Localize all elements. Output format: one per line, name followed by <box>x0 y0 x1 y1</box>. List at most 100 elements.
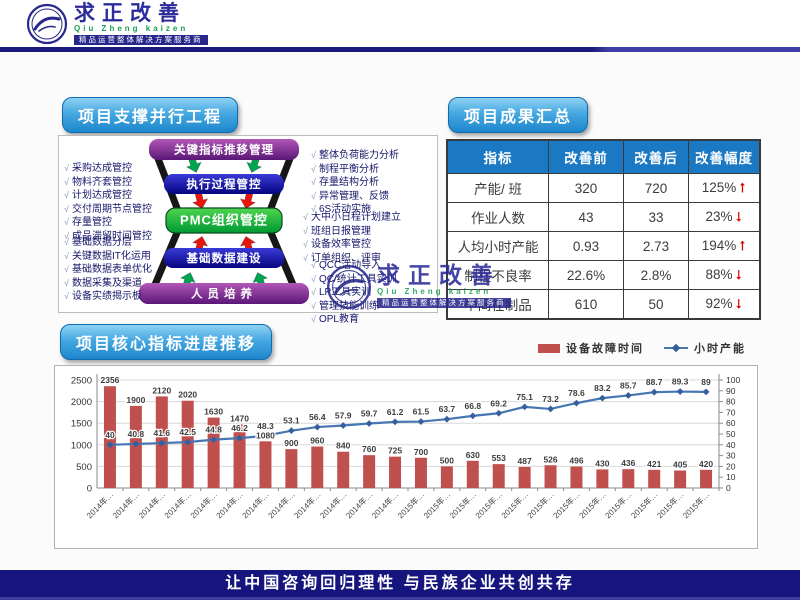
data-label: 420 <box>699 459 713 469</box>
data-label: 48.3 <box>257 421 274 431</box>
checklist-execution: √ 采购达成管控 √ 物料齐套管控 √ 计划达成管控 √ 交付周期节点管控 √ 存量管控 √ 成品滞留… <box>64 162 152 243</box>
x-axis-tick-label: 2015年… <box>395 489 426 520</box>
legend-line-swatch-icon <box>664 343 688 353</box>
results-table: 指标 改善前 改善后 改善幅度 产能/ 班 320 720 125% ↑ 作业人数 43 33 23% ↓… <box>446 139 761 320</box>
data-label: 66.8 <box>465 401 482 411</box>
data-label: 42.5 <box>179 427 196 437</box>
data-label: 1900 <box>126 395 145 405</box>
left-axis-tick-label: 500 <box>76 462 92 473</box>
data-label: 1080 <box>256 430 275 440</box>
check-icon: √ <box>64 203 69 214</box>
before-value-cell: 0.93 <box>548 231 624 261</box>
data-label: 760 <box>362 444 376 454</box>
bar <box>363 455 376 488</box>
checklist-item-label: OPL教育 <box>318 314 359 325</box>
table-header-cell: 改善前 <box>548 139 624 174</box>
data-label: 630 <box>466 450 480 460</box>
checklist-training: √ QCC活动导入 √ QC/统计工具实训 √ LP工具实训 √ 管理技能训练 √ OPL教育 <box>311 259 397 327</box>
checklist-item-label: 关键数据IT化运用 <box>71 250 151 262</box>
right-axis-tick-label: 60 <box>726 418 736 428</box>
checklist-item-label: 制程平衡分析 <box>318 163 379 175</box>
check-icon: √ <box>64 291 69 301</box>
data-label: 500 <box>440 455 454 465</box>
legend-item: 设备故障时间 <box>538 340 644 356</box>
line-marker-icon <box>158 439 166 447</box>
right-axis-tick-label: 20 <box>726 461 736 471</box>
brand-text: 求正改善 Qiu Zheng kaizen 精品运营整体解决方案服务商 <box>74 3 208 45</box>
checklist-item-label: 基础数据分层 <box>71 237 132 248</box>
line-marker-icon <box>106 441 114 449</box>
logo-mark-icon <box>26 3 68 45</box>
x-axis-tick-label: 2015年… <box>447 489 478 520</box>
data-label: 73.2 <box>542 394 559 404</box>
down-arrow-icon: ↓ <box>734 295 743 312</box>
chart-canvas: 0500100015002000250001020304050607080901… <box>71 374 740 520</box>
checklist-item: √ 交付周期节点管控 <box>64 203 152 217</box>
legend-label: 小时产能 <box>694 343 746 355</box>
data-label: 59.7 <box>361 409 378 419</box>
data-label: 725 <box>388 446 402 456</box>
data-label: 436 <box>621 458 635 468</box>
footer-slogan: 让中国咨询回归理性 与民族企业共创共存 <box>225 575 575 592</box>
line-marker-icon <box>624 392 632 399</box>
data-label: 75.1 <box>516 392 533 402</box>
checklist-item: √ 物料齐套管控 <box>64 176 152 190</box>
metric-name-cell: 中间在制品 <box>446 289 549 320</box>
data-label: 553 <box>492 453 506 463</box>
x-axis-tick-label: 2015年… <box>499 489 530 520</box>
checklist-item-label: QC/统计工具实训 <box>318 273 397 285</box>
left-axis-tick-label: 0 <box>87 484 92 495</box>
line-marker-icon <box>443 415 451 423</box>
bar <box>674 470 687 488</box>
bar <box>492 464 505 488</box>
down-arrow-icon: ↓ <box>734 266 743 283</box>
table-row: 作业人数 43 33 23% ↓ <box>446 202 761 232</box>
check-icon: √ <box>311 260 316 270</box>
header-divider <box>0 47 800 52</box>
checklist-item: √ QC/统计工具实训 <box>311 273 397 287</box>
table-header-cell: 指标 <box>446 139 549 174</box>
x-axis-tick-label: 2014年… <box>188 489 219 520</box>
right-axis-tick-label: 90 <box>726 386 736 396</box>
legend-label: 设备故障时间 <box>566 343 644 355</box>
up-arrow-icon: ↑ <box>738 179 747 196</box>
checklist-item-label: QCC活动导入 <box>318 260 382 271</box>
section-title-parallel-engineering: 项目支撑并行工程 <box>62 97 239 133</box>
checklist-item-label: 设备效率管控 <box>310 239 371 250</box>
line-marker-icon <box>469 412 477 420</box>
left-axis-tick-label: 1500 <box>71 419 92 430</box>
checklist-item: √ 制程平衡分析 <box>311 163 399 177</box>
data-label: 1630 <box>204 407 223 417</box>
check-icon: √ <box>64 163 69 173</box>
data-label: 526 <box>543 454 557 464</box>
line-marker-icon <box>495 409 503 417</box>
table-header-cell: 改善后 <box>623 139 689 174</box>
right-axis-tick-label: 10 <box>726 472 736 482</box>
bar <box>207 417 220 488</box>
data-label: 430 <box>595 458 609 468</box>
checklist-item-label: 班组日报管理 <box>310 225 371 237</box>
bar <box>596 469 609 488</box>
table-row: 中间在制品 610 50 92% ↓ <box>446 289 761 320</box>
metric-name-cell: 产能/ 班 <box>446 173 549 203</box>
check-icon: √ <box>311 300 316 311</box>
x-axis-tick-label: 2014年… <box>344 489 375 520</box>
right-axis-tick-label: 0 <box>726 483 731 493</box>
legend-bar-swatch-icon <box>538 343 560 353</box>
bar <box>570 466 583 488</box>
line-marker-icon <box>417 418 425 425</box>
x-axis-tick-label: 2014年… <box>369 489 400 520</box>
trend-line <box>109 390 707 446</box>
checklist-item: √ 成品滞留时间管控 <box>64 230 152 244</box>
checklist-item: √ 采购达成管控 <box>64 162 152 176</box>
down-arrow-icon: ↓ <box>734 208 743 225</box>
bar <box>389 456 402 488</box>
data-label: 88.7 <box>646 377 663 387</box>
right-axis-tick-label: 80 <box>726 397 736 407</box>
checklist-item-label: 计划达成管控 <box>71 190 132 201</box>
check-icon: √ <box>311 314 316 324</box>
before-value-cell: 320 <box>548 173 624 203</box>
checklist-pmc: √ 大中小日程计划建立 √ 班组日报管理 √ 设备效率管控 √ 订单组织、评审 <box>303 211 401 265</box>
data-label: 61.5 <box>413 407 430 417</box>
data-label: 2020 <box>178 390 197 400</box>
